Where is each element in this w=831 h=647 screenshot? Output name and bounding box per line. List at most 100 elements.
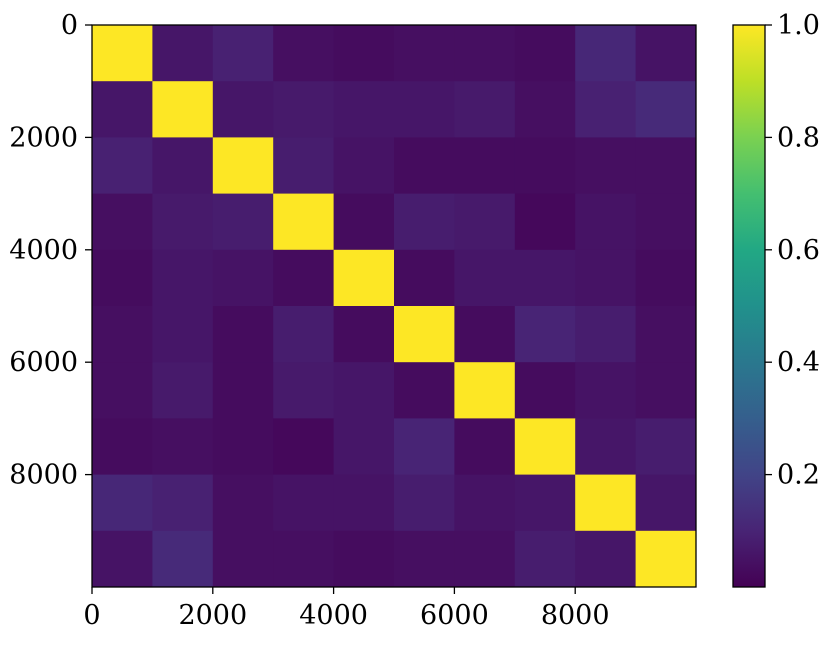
heatmap-cell-r2-c2 [212, 137, 274, 195]
heatmap-cell-r6-c1 [152, 362, 214, 419]
heatmap-cell-r7-c9 [635, 418, 697, 476]
heatmap-cell-r9-c3 [273, 530, 335, 588]
heatmap-cell-r8-c2 [212, 474, 274, 532]
heatmap-cell-r3-c5 [394, 193, 455, 251]
heatmap-cell-r4-c9 [635, 249, 697, 307]
heatmap-cell-r8-c5 [394, 474, 455, 532]
heatmap-cell-r5-c2 [212, 306, 274, 363]
heatmap-cell-r8-c4 [333, 474, 395, 532]
heatmap-cell-r0-c5 [394, 25, 455, 82]
colorbar-tick-label: 0.2 [777, 460, 820, 491]
heatmap-cell-r4-c5 [394, 249, 455, 307]
heatmap-cell-r3-c9 [635, 193, 697, 251]
heatmap-cell-r3-c2 [212, 193, 274, 251]
colorbar-tick-label: 0.8 [777, 122, 820, 153]
y-axis: 0 2000 4000 6000 8000 [9, 10, 92, 491]
heatmap-cell-r8-c7 [514, 474, 576, 532]
heatmap-cell-r8-c6 [454, 474, 516, 532]
heatmap-cell-r0-c6 [454, 25, 516, 82]
heatmap-cell-r1-c9 [635, 81, 697, 138]
heatmap-cell-r9-c2 [212, 530, 274, 588]
heatmap-cell-r0-c0 [92, 25, 153, 82]
heatmap-cell-r7-c7 [514, 418, 576, 476]
heatmap-cell-r1-c2 [212, 81, 274, 138]
heatmap-cell-r8-c0 [92, 474, 153, 532]
heatmap-cell-r4-c7 [514, 249, 576, 307]
heatmap-cell-r9-c8 [575, 530, 637, 588]
colorbar-tick-label: 0.4 [777, 347, 820, 378]
y-tick-label: 8000 [9, 460, 78, 491]
heatmap-cell-r5-c4 [333, 306, 395, 363]
heatmap-cell-r7-c8 [575, 418, 637, 476]
heatmap-cell-r7-c0 [92, 418, 153, 476]
colorbar-tick-label: 1.0 [777, 10, 820, 41]
heatmap-cell-r0-c8 [575, 25, 637, 82]
x-tick-label: 0 [83, 600, 100, 631]
heatmap-cell-r1-c4 [333, 81, 395, 138]
heatmap-cell-r4-c0 [92, 249, 153, 307]
heatmap-cell-r9-c6 [454, 530, 516, 588]
heatmap-cell-r7-c1 [152, 418, 214, 476]
heatmap-cell-r6-c9 [635, 362, 697, 419]
heatmap-cell-r7-c2 [212, 418, 274, 476]
x-tick-label: 2000 [178, 600, 247, 631]
heatmap-cell-r3-c0 [92, 193, 153, 251]
heatmap-cell-r7-c6 [454, 418, 516, 476]
heatmap-cell-r3-c6 [454, 193, 516, 251]
heatmap-cell-r2-c8 [575, 137, 637, 195]
heatmap-cell-r2-c9 [635, 137, 697, 195]
heatmap-cell-r5-c7 [514, 306, 576, 363]
heatmap-cell-r1-c8 [575, 81, 637, 138]
heatmap-cell-r6-c5 [394, 362, 455, 419]
y-tick-label: 0 [61, 10, 78, 41]
heatmap-cell-r0-c4 [333, 25, 395, 82]
heatmap-cell-r3-c4 [333, 193, 395, 251]
colorbar-ticks: 0.2 0.4 0.6 0.8 1.0 [765, 10, 820, 491]
heatmap-cell-r8-c9 [635, 474, 697, 532]
heatmap-cell-r5-c0 [92, 306, 153, 363]
heatmap-cell-r8-c1 [152, 474, 214, 532]
heatmap-cell-r5-c9 [635, 306, 697, 363]
heatmap-cells [92, 25, 697, 588]
heatmap-cell-r4-c3 [273, 249, 335, 307]
heatmap-cell-r0-c2 [212, 25, 274, 82]
heatmap-cell-r7-c4 [333, 418, 395, 476]
colorbar-tick-label: 0.6 [777, 235, 820, 266]
heatmap-cell-r3-c1 [152, 193, 214, 251]
heatmap-cell-r9-c1 [152, 530, 214, 588]
heatmap-cell-r5-c3 [273, 306, 335, 363]
x-tick-label: 4000 [299, 600, 368, 631]
heatmap-cell-r7-c5 [394, 418, 455, 476]
heatmap-cell-r0-c7 [514, 25, 576, 82]
heatmap-cell-r4-c4 [333, 249, 395, 307]
heatmap-cell-r8-c3 [273, 474, 335, 532]
heatmap-cell-r6-c4 [333, 362, 395, 419]
heatmap-cell-r8-c8 [575, 474, 637, 532]
heatmap-cell-r9-c4 [333, 530, 395, 588]
heatmap-cell-r3-c7 [514, 193, 576, 251]
y-tick-label: 4000 [9, 235, 78, 266]
heatmap-cell-r1-c3 [273, 81, 335, 138]
heatmap-cell-r5-c5 [394, 306, 455, 363]
heatmap-cell-r3-c8 [575, 193, 637, 251]
heatmap-cell-r4-c1 [152, 249, 214, 307]
colorbar-gradient [733, 25, 765, 587]
heatmap-cell-r2-c1 [152, 137, 214, 195]
colorbar: 0.2 0.4 0.6 0.8 1.0 [732, 10, 820, 588]
heatmap-cell-r6-c0 [92, 362, 153, 419]
heatmap-cell-r9-c9 [635, 530, 697, 588]
heatmap-cell-r9-c0 [92, 530, 153, 588]
heatmap-cell-r6-c8 [575, 362, 637, 419]
x-axis: 0 2000 4000 6000 8000 [83, 587, 610, 631]
heatmap-cell-r1-c6 [454, 81, 516, 138]
heatmap-cell-r5-c1 [152, 306, 214, 363]
heatmap-cell-r4-c8 [575, 249, 637, 307]
heatmap-cell-r6-c7 [514, 362, 576, 419]
x-tick-label: 8000 [541, 600, 610, 631]
heatmap-cell-r5-c8 [575, 306, 637, 363]
heatmap-cell-r1-c1 [152, 81, 214, 138]
heatmap-cell-r3-c3 [273, 193, 335, 251]
heatmap-cell-r6-c2 [212, 362, 274, 419]
